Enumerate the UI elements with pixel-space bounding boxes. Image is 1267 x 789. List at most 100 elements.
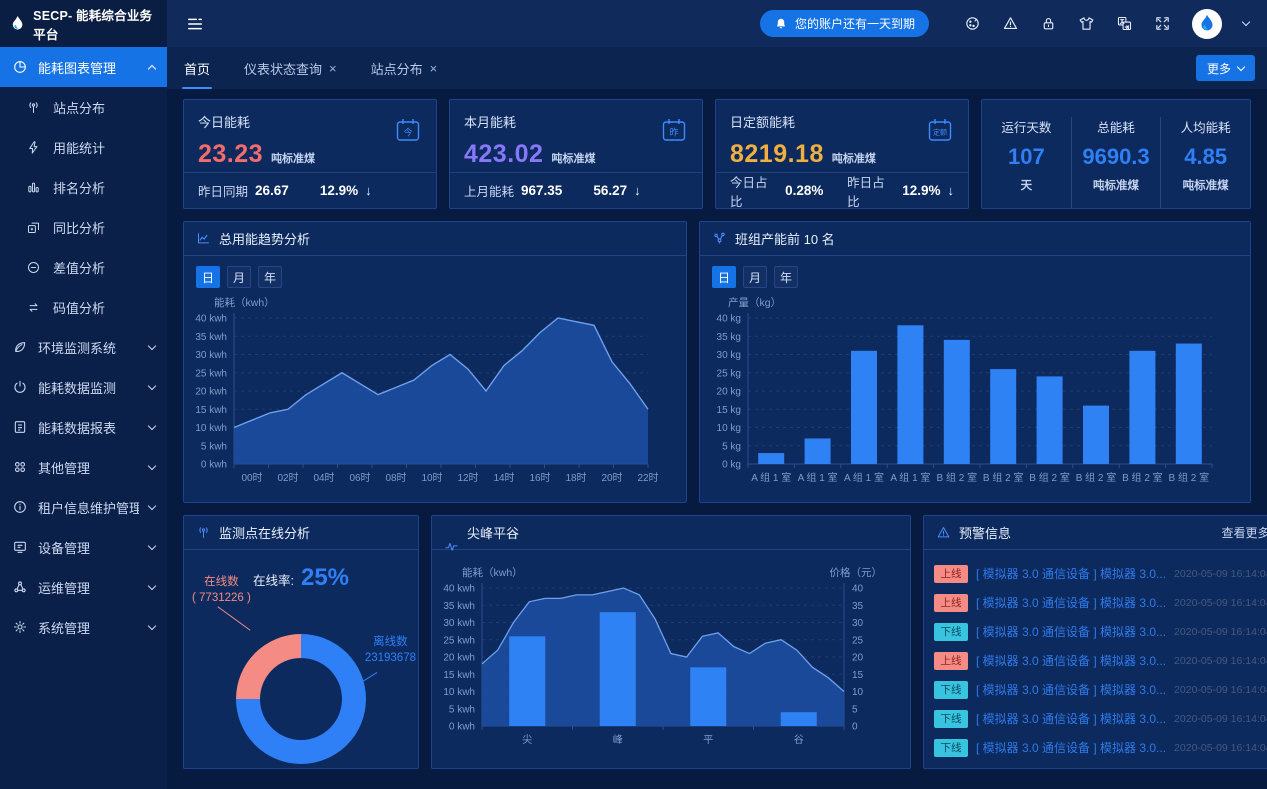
- sidebar-group-label: 系统管理: [38, 620, 91, 636]
- chevron-down-icon: [147, 341, 157, 350]
- tab-home[interactable]: 首页: [167, 47, 227, 89]
- tshirt-icon[interactable]: [1078, 15, 1095, 32]
- alert-row[interactable]: 下线 [ 模拟器 3.0 通信设备 ] 模拟器 3.0... 2020-05-09 …: [934, 617, 1267, 646]
- sidebar-group-label: 其他管理: [38, 460, 91, 476]
- sidebar-item-ranking[interactable]: 排名分析: [0, 167, 167, 207]
- svg-text:10 kwh: 10 kwh: [443, 687, 475, 698]
- range-tab-日[interactable]: 日: [712, 266, 737, 288]
- close-icon[interactable]: ×: [429, 60, 438, 76]
- sidebar-group-device[interactable]: 设备管理: [0, 527, 167, 567]
- alert-row[interactable]: 上线 [ 模拟器 3.0 通信设备 ] 模拟器 3.0... 2020-05-09 …: [934, 646, 1267, 675]
- sidebar-item-lightning[interactable]: 用能统计: [0, 127, 167, 167]
- translate-icon[interactable]: [1116, 15, 1133, 32]
- range-tab-年[interactable]: 年: [774, 266, 799, 288]
- kpi-title: 本月能耗: [464, 115, 517, 130]
- kpi-title: 日定额能耗: [730, 115, 796, 130]
- sidebar-item-swap[interactable]: 码值分析: [0, 287, 167, 327]
- alert-message[interactable]: [ 模拟器 3.0 通信设备 ] 模拟器 3.0...: [976, 567, 1167, 581]
- sidebar-item-label: 差值分析: [53, 260, 106, 276]
- sidebar-submenu: 站点分布 用能统计排名分析同比分析差值分析码值分析: [0, 87, 167, 327]
- svg-text:B 组 2 室: B 组 2 室: [1169, 471, 1210, 484]
- sidebar-group-label: 设备管理: [38, 540, 91, 556]
- sidebar-group-gauge[interactable]: 能耗数据监测: [0, 367, 167, 407]
- palette-icon[interactable]: [964, 15, 981, 32]
- svg-text:20 kwh: 20 kwh: [443, 653, 475, 664]
- alert-message[interactable]: [ 模拟器 3.0 通信设备 ] 模拟器 3.0...: [976, 596, 1167, 610]
- device-icon: [12, 539, 28, 555]
- alert-timestamp: 2020-05-09 16:14:04: [1174, 741, 1267, 754]
- sidebar-group-grid[interactable]: 其他管理: [0, 447, 167, 487]
- alert-row[interactable]: 下线 [ 模拟器 3.0 通信设备 ] 模拟器 3.0... 2020-05-09 …: [934, 704, 1267, 733]
- nodes-icon: [12, 579, 28, 595]
- alert-message[interactable]: [ 模拟器 3.0 通信设备 ] 模拟器 3.0...: [976, 683, 1167, 697]
- card-title: 监测点在线分析: [219, 526, 311, 541]
- svg-text:40 kwh: 40 kwh: [443, 584, 475, 595]
- sidebar-group-info[interactable]: 租户信息维护管理: [0, 487, 167, 527]
- chevron-down-icon: [147, 541, 157, 550]
- alert-message[interactable]: [ 模拟器 3.0 通信设备 ] 模拟器 3.0...: [976, 625, 1167, 639]
- peak-valley-card: 尖峰平谷 能耗（kwh） 价格（元） 0 kwh 0 5 kwh 5 10 kwh 10 15 …: [431, 515, 911, 769]
- svg-text:0 kg: 0 kg: [722, 460, 741, 471]
- collapse-menu-icon[interactable]: [185, 14, 205, 34]
- svg-text:20 kg: 20 kg: [717, 387, 741, 398]
- sidebar-item-label: 排名分析: [53, 180, 106, 196]
- range-tab-日[interactable]: 日: [196, 266, 221, 288]
- tab-label: 仪表状态查询: [244, 61, 323, 77]
- avatar[interactable]: [1192, 8, 1222, 39]
- tabbar: 首页 仪表状态查询 × 站点分布 × 更多: [167, 47, 1267, 89]
- svg-text:10 kwh: 10 kwh: [195, 423, 227, 434]
- range-tab-月[interactable]: 月: [743, 266, 768, 288]
- tab-1[interactable]: 仪表状态查询 ×: [227, 47, 354, 89]
- sidebar-group-leaf[interactable]: 环境监测系统: [0, 327, 167, 367]
- warning-icon[interactable]: [1002, 15, 1019, 32]
- svg-text:B 组 2 室: B 组 2 室: [1076, 471, 1117, 484]
- down-arrow-icon: ↓: [947, 183, 955, 198]
- alert-message[interactable]: [ 模拟器 3.0 通信设备 ] 模拟器 3.0...: [976, 712, 1167, 726]
- svg-text:25: 25: [852, 635, 864, 646]
- sidebar-group-gear[interactable]: 系统管理: [0, 607, 167, 647]
- fullscreen-icon[interactable]: [1154, 15, 1171, 32]
- more-button[interactable]: 更多: [1195, 55, 1255, 81]
- alert-message[interactable]: [ 模拟器 3.0 通信设备 ] 模拟器 3.0...: [976, 654, 1167, 668]
- svg-text:昨: 昨: [669, 127, 678, 138]
- team-output-chart-card: 班组产能前 10 名 日月年 产量（kg） 0 kg 5 kg 10 kg 15 kg 2…: [699, 221, 1251, 503]
- view-more-link[interactable]: 查看更多: [1221, 526, 1267, 540]
- svg-text:30: 30: [852, 618, 864, 629]
- alert-row[interactable]: 下线 [ 模拟器 3.0 通信设备 ] 模拟器 3.0... 2020-05-09 …: [934, 733, 1267, 762]
- sidebar-item-minus-circle[interactable]: 差值分析: [0, 247, 167, 287]
- leaf-icon: [12, 339, 28, 355]
- alert-row[interactable]: 下线 [ 模拟器 3.0 通信设备 ] 模拟器 3.0... 2020-05-09 …: [934, 675, 1267, 704]
- kpi-title: 今日能耗: [198, 115, 251, 130]
- svg-text:10: 10: [852, 687, 864, 698]
- alert-message[interactable]: [ 模拟器 3.0 通信设备 ] 模拟器 3.0...: [976, 741, 1167, 755]
- alerts-card: 预警信息 查看更多 上线 [ 模拟器 3.0 通信设备 ] 模拟器 3.0... 2…: [923, 515, 1267, 769]
- svg-text:20: 20: [852, 653, 864, 664]
- svg-text:5 kwh: 5 kwh: [449, 704, 475, 715]
- status-badge: 上线: [934, 564, 968, 583]
- bottom-row: 监测点在线分析 在线率: 25% 在线数 ( 7731226 ) 离线数 231…: [183, 515, 1267, 769]
- sidebar-item-compare[interactable]: 同比分析: [0, 207, 167, 247]
- down-arrow-icon: ↓: [634, 183, 641, 198]
- sidebar-group-nodes[interactable]: 运维管理: [0, 567, 167, 607]
- svg-text:00时: 00时: [241, 472, 262, 484]
- sidebar-group-report[interactable]: 能耗数据报表: [0, 407, 167, 447]
- svg-text:A 组 1 室: A 组 1 室: [751, 471, 791, 484]
- sidebar-item-antenna[interactable]: 站点分布: [0, 87, 167, 127]
- close-icon[interactable]: ×: [329, 60, 337, 76]
- alert-row[interactable]: 上线 [ 模拟器 3.0 通信设备 ] 模拟器 3.0... 2020-05-09 …: [934, 559, 1267, 588]
- alert-row[interactable]: 上线 [ 模拟器 3.0 通信设备 ] 模拟器 3.0... 2020-05-09 …: [934, 588, 1267, 617]
- user-menu-chevron-icon[interactable]: [1241, 17, 1251, 27]
- peak-valley-combo-chart: 能耗（kwh） 价格（元） 0 kwh 0 5 kwh 5 10 kwh 10 15 kwh 15…: [443, 566, 882, 746]
- account-expiry-notice[interactable]: 您的账户还有一天到期: [759, 10, 929, 37]
- range-tab-月[interactable]: 月: [227, 266, 252, 288]
- chevron-down-icon: [147, 461, 157, 470]
- svg-text:40 kg: 40 kg: [717, 314, 741, 325]
- notice-text: 您的账户还有一天到期: [794, 17, 915, 31]
- tab-2[interactable]: 站点分布 ×: [354, 47, 455, 89]
- sidebar-group-energy-charts[interactable]: 能耗图表管理: [0, 47, 167, 87]
- alert-timestamp: 2020-05-09 16:14:04: [1174, 712, 1267, 725]
- lock-icon[interactable]: [1040, 15, 1057, 32]
- svg-text:平: 平: [703, 735, 713, 746]
- range-tab-年[interactable]: 年: [258, 266, 283, 288]
- svg-text:谷: 谷: [794, 734, 804, 746]
